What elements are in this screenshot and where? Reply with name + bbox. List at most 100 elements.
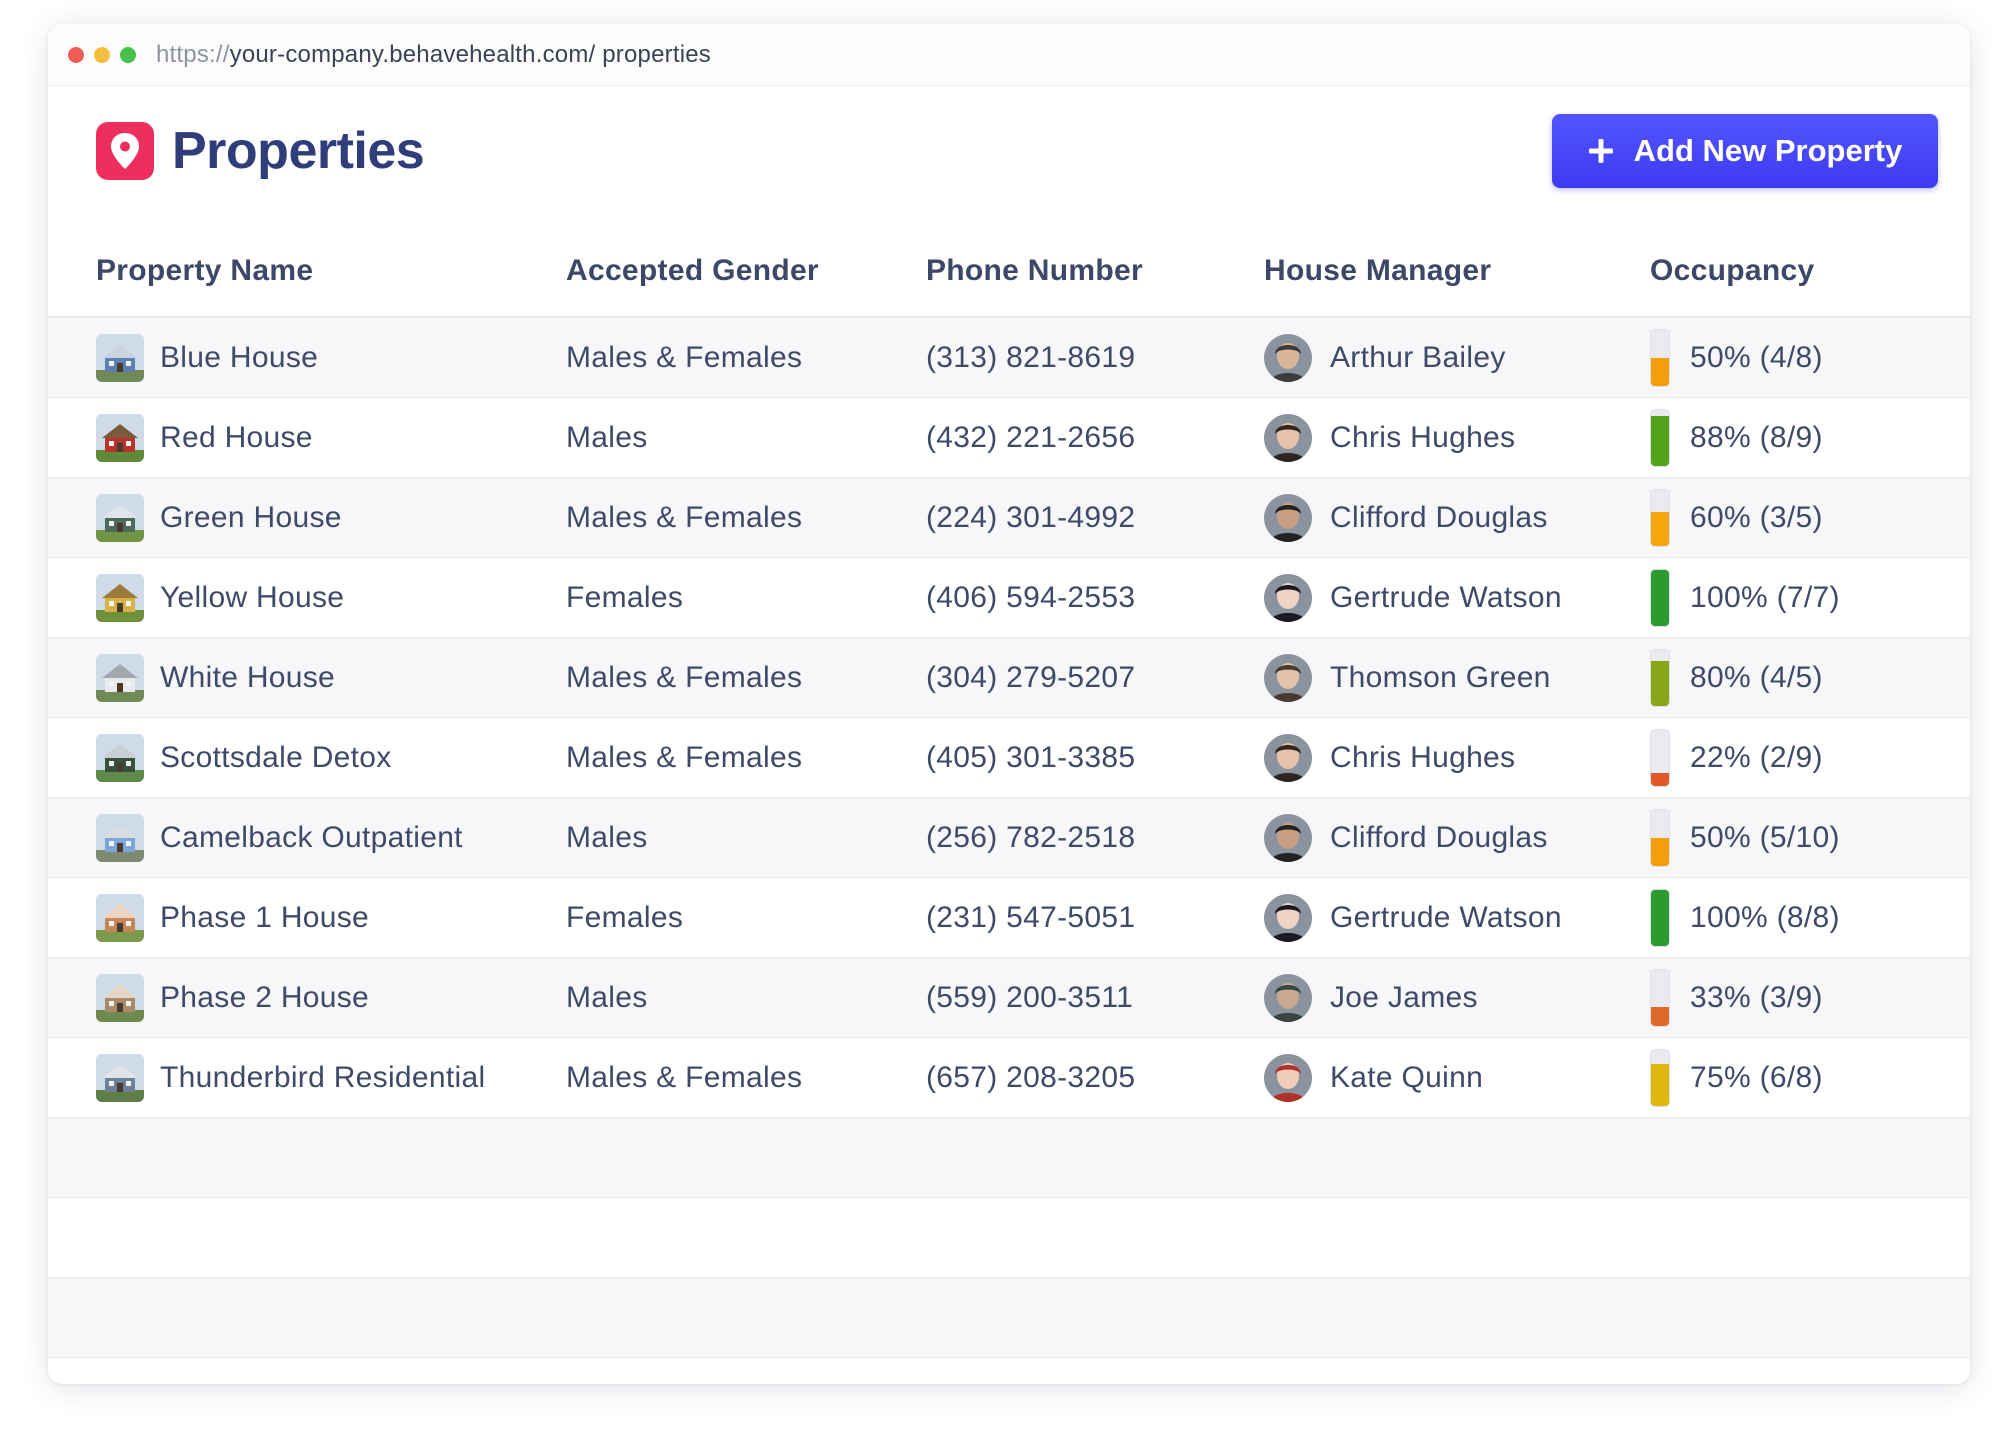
cell-accepted-gender: Males & Females	[566, 500, 803, 534]
cell-house-manager[interactable]: Gertrude Watson	[1264, 558, 1562, 637]
empty-row	[48, 1118, 1970, 1198]
property-thumbnail	[96, 1053, 144, 1102]
property-thumbnail	[96, 413, 144, 462]
occupancy-bar	[1650, 408, 1670, 467]
occupancy-value: 33% (3/9)	[1690, 980, 1823, 1014]
cell-house-manager[interactable]: Joe James	[1264, 958, 1478, 1037]
minimize-window-dot[interactable]	[94, 46, 110, 63]
cell-occupancy: 80% (4/5)	[1650, 638, 1823, 717]
cell-house-manager[interactable]: Thomson Green	[1264, 638, 1551, 717]
manager-name: Joe James	[1330, 980, 1478, 1014]
property-thumbnail	[96, 973, 144, 1022]
url-protocol: https://	[156, 40, 230, 68]
occupancy-bar	[1650, 728, 1670, 787]
cell-property-name[interactable]: White House	[96, 638, 335, 717]
cell-phone-number: (231) 547-5051	[926, 900, 1136, 934]
cell-occupancy: 60% (3/5)	[1650, 478, 1823, 557]
property-name: Green House	[160, 500, 342, 534]
table-row[interactable]: Green House Males & Females (224) 301-4992…	[48, 478, 1970, 558]
cell-occupancy: 88% (8/9)	[1650, 398, 1823, 477]
cell-accepted-gender: Females	[566, 900, 684, 934]
manager-avatar	[1264, 333, 1312, 382]
column-header-accepted-gender[interactable]: Accepted Gender	[566, 254, 819, 287]
cell-accepted-gender: Males & Females	[566, 660, 803, 694]
manager-name: Gertrude Watson	[1330, 900, 1562, 934]
occupancy-bar-fill	[1651, 773, 1669, 786]
cell-house-manager[interactable]: Kate Quinn	[1264, 1038, 1483, 1117]
cell-phone-number: (657) 208-3205	[926, 1060, 1136, 1094]
table-row[interactable]: Phase 1 House Females (231) 547-5051 Gertru…	[48, 878, 1970, 958]
table-row[interactable]: Phase 2 House Males (559) 200-3511 Joe Jame…	[48, 958, 1970, 1038]
cell-property-name[interactable]: Camelback Outpatient	[96, 798, 463, 877]
cell-phone-number: (304) 279-5207	[926, 660, 1136, 694]
table-row[interactable]: White House Males & Females (304) 279-5207…	[48, 638, 1970, 718]
occupancy-bar	[1650, 328, 1670, 387]
cell-phone-number: (313) 821-8619	[926, 340, 1136, 374]
cell-accepted-gender: Females	[566, 580, 684, 614]
cell-accepted-gender: Males	[566, 820, 648, 854]
cell-property-name[interactable]: Thunderbird Residential	[96, 1038, 485, 1117]
occupancy-bar-fill	[1651, 511, 1669, 546]
manager-name: Thomson Green	[1330, 660, 1551, 694]
cell-house-manager[interactable]: Arthur Bailey	[1264, 318, 1506, 397]
cell-occupancy: 50% (4/8)	[1650, 318, 1823, 397]
table-row[interactable]: Blue House Males & Females (313) 821-8619 A…	[48, 318, 1970, 398]
manager-name: Clifford Douglas	[1330, 500, 1548, 534]
cell-property-name[interactable]: Scottsdale Detox	[96, 718, 392, 797]
manager-avatar	[1264, 813, 1312, 862]
add-new-property-button[interactable]: Add New Property	[1552, 114, 1938, 188]
cell-house-manager[interactable]: Gertrude Watson	[1264, 878, 1562, 957]
table-header: Property Name Accepted Gender Phone Numb…	[48, 236, 1970, 318]
table-row[interactable]: Scottsdale Detox Males & Females (405) 301…	[48, 718, 1970, 798]
page-title: Properties	[172, 122, 425, 180]
column-header-house-manager[interactable]: House Manager	[1264, 254, 1492, 287]
occupancy-bar-fill	[1651, 416, 1669, 466]
column-header-property-name[interactable]: Property Name	[96, 254, 314, 287]
manager-avatar	[1264, 1053, 1312, 1102]
table-row[interactable]: Camelback Outpatient Males (256) 782-2518 C…	[48, 798, 1970, 878]
browser-chrome: https://your-company.behavehealth.com/ p…	[48, 24, 1970, 86]
manager-avatar	[1264, 573, 1312, 622]
occupancy-value: 80% (4/5)	[1690, 660, 1823, 694]
manager-avatar	[1264, 893, 1312, 942]
cell-property-name[interactable]: Yellow House	[96, 558, 344, 637]
occupancy-bar	[1650, 648, 1670, 707]
page-header: Properties Add New Property	[48, 86, 1970, 236]
close-window-dot[interactable]	[68, 46, 84, 63]
table-row[interactable]: Red House Males (432) 221-2656 Chris Hughes…	[48, 398, 1970, 478]
occupancy-bar	[1650, 568, 1670, 627]
plus-icon	[1588, 138, 1614, 164]
manager-name: Gertrude Watson	[1330, 580, 1562, 614]
occupancy-bar-fill	[1651, 357, 1669, 386]
cell-accepted-gender: Males & Females	[566, 1060, 803, 1094]
property-name: Scottsdale Detox	[160, 740, 392, 774]
maximize-window-dot[interactable]	[120, 46, 136, 63]
property-thumbnail	[96, 333, 144, 382]
cell-house-manager[interactable]: Chris Hughes	[1264, 398, 1515, 477]
cell-property-name[interactable]: Red House	[96, 398, 313, 477]
empty-row	[48, 1198, 1970, 1278]
cell-property-name[interactable]: Phase 2 House	[96, 958, 369, 1037]
manager-name: Chris Hughes	[1330, 420, 1516, 454]
occupancy-value: 75% (6/8)	[1690, 1060, 1823, 1094]
cell-property-name[interactable]: Phase 1 House	[96, 878, 369, 957]
occupancy-bar	[1650, 1048, 1670, 1107]
table-row[interactable]: Yellow House Females (406) 594-2553 Gertrud…	[48, 558, 1970, 638]
address-bar[interactable]: https://your-company.behavehealth.com/ p…	[156, 41, 711, 69]
column-header-occupancy[interactable]: Occupancy	[1650, 254, 1815, 287]
occupancy-bar-fill	[1651, 1007, 1669, 1026]
cell-house-manager[interactable]: Clifford Douglas	[1264, 798, 1548, 877]
property-name: Blue House	[160, 340, 319, 374]
cell-house-manager[interactable]: Clifford Douglas	[1264, 478, 1548, 557]
manager-avatar	[1264, 653, 1312, 702]
cell-property-name[interactable]: Green House	[96, 478, 342, 557]
cell-property-name[interactable]: Blue House	[96, 318, 318, 397]
occupancy-bar-fill	[1651, 837, 1669, 866]
properties-table-body: Blue House Males & Females (313) 821-8619 A…	[48, 318, 1970, 1118]
table-row[interactable]: Thunderbird Residential Males & Females (6…	[48, 1038, 1970, 1118]
column-header-phone-number[interactable]: Phone Number	[926, 254, 1143, 287]
browser-window: https://your-company.behavehealth.com/ p…	[48, 24, 1970, 1384]
cell-phone-number: (256) 782-2518	[926, 820, 1136, 854]
cell-house-manager[interactable]: Chris Hughes	[1264, 718, 1515, 797]
property-thumbnail	[96, 573, 144, 622]
